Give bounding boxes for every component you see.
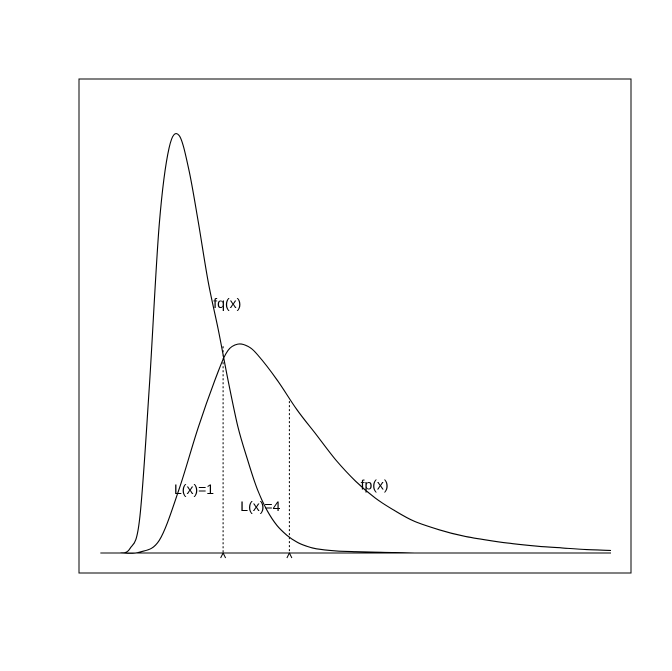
- series-label-fq-x: fq(x): [213, 295, 241, 311]
- marker-arrow-2: [286, 551, 293, 559]
- series-label-fp-x: fp(x): [361, 477, 389, 493]
- series-curve-fq-x: [119, 133, 415, 554]
- marker-label-2: L(x)=4: [240, 498, 280, 514]
- marker-label-1: L(x)=1: [174, 481, 214, 497]
- series-curve-fp-x: [119, 343, 612, 554]
- plot-box: [78, 78, 632, 574]
- marker-arrow-1: [220, 551, 227, 559]
- chart-marks: fq(x) fp(x) L(x)=1 L(x)=4: [100, 133, 612, 559]
